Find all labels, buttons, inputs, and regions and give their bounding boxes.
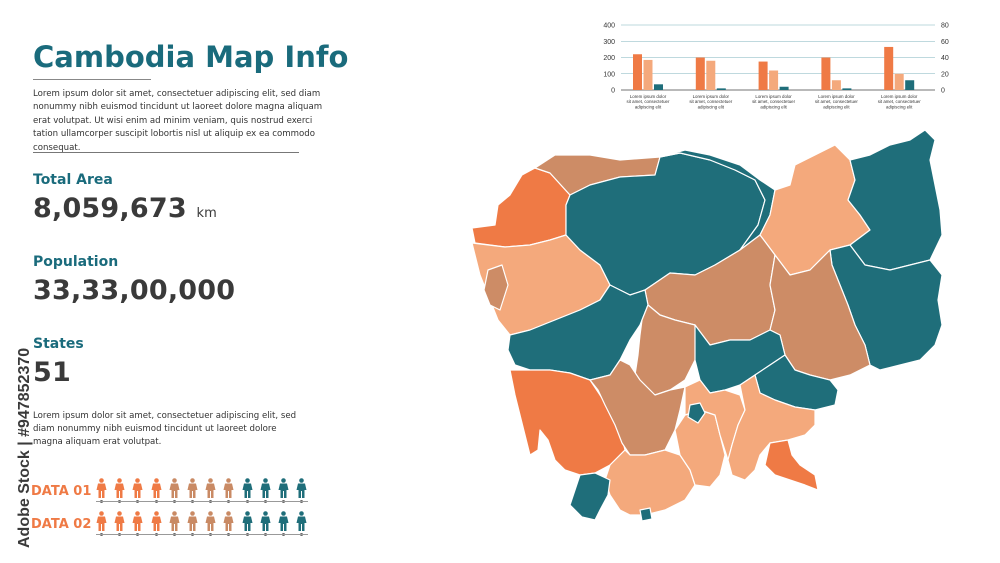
people-row-rule	[96, 533, 308, 535]
total-area-label: Total Area	[33, 172, 113, 188]
chart-bar	[842, 88, 852, 90]
intro-paragraph: Lorem ipsum dolor sit amet, consectetuer…	[33, 89, 323, 153]
map-province-ratanakiri	[847, 129, 943, 271]
map-province-kep	[639, 507, 653, 522]
chart-category-label: Lorem ipsum dolor sit amet, consectetuer a…	[878, 94, 921, 109]
watermark: Adobe Stock | #947852370	[16, 348, 33, 548]
chart-right-tick-label: 20	[941, 71, 949, 78]
person-icon	[132, 478, 143, 498]
chart-bar	[769, 70, 779, 90]
chart-left-axis: 0 100 200 300 400	[603, 23, 615, 95]
data-01-label: DATA 01	[31, 484, 92, 499]
map-province-kampong-speu	[589, 359, 686, 456]
person-icon	[114, 478, 125, 498]
person-icon	[242, 478, 253, 498]
chart-bar	[695, 57, 705, 90]
person-icon	[114, 511, 125, 531]
map-province-svay-rieng	[764, 439, 819, 491]
chart-bar	[654, 84, 663, 90]
total-area-number: 8,059,673	[33, 193, 187, 224]
person-icon	[296, 511, 307, 531]
person-icon	[278, 511, 289, 531]
chart-category-label: Lorem ipsum dolor sit amet, consectetuer a…	[815, 94, 858, 109]
chart-category-label: Lorem ipsum dolor sit amet, consectetuer a…	[689, 94, 732, 109]
chart-left-tick-label: 0	[611, 88, 615, 95]
chart-bar	[905, 80, 915, 90]
person-icon	[260, 511, 271, 531]
chart-bars	[633, 46, 915, 90]
bar-chart: 0 100 200 300 400 0 20 40 60 80 Lorem ipsum dolo…	[603, 23, 949, 110]
states-value: 51	[33, 357, 71, 388]
person-icon	[242, 511, 253, 531]
person-icon	[205, 478, 216, 498]
page-title: Cambodia Map Info	[33, 40, 349, 74]
total-area-unit: km	[196, 206, 218, 221]
chart-bar	[643, 59, 653, 90]
chart-right-tick-label: 60	[941, 39, 949, 46]
map-province-kampot	[604, 449, 696, 516]
chart-category-label: Lorem ipsum dolor sit amet, consectetuer a…	[627, 94, 670, 109]
title-underline	[33, 79, 151, 80]
person-icon	[96, 511, 107, 531]
chart-bar	[779, 86, 789, 90]
chart-left-tick-label: 200	[603, 55, 615, 62]
chart-left-tick-label: 300	[603, 39, 615, 46]
states-label: States	[33, 336, 84, 352]
chart-bar	[716, 88, 726, 90]
people-row-2	[96, 511, 308, 541]
person-icon	[278, 478, 289, 498]
person-icon	[169, 478, 180, 498]
person-icon	[96, 478, 107, 498]
population-label: Population	[33, 254, 119, 270]
chart-left-tick-label: 100	[603, 71, 615, 78]
chart-category-labels: Lorem ipsum dolor sit amet, consectetuer a…	[627, 94, 922, 109]
chart-bar	[706, 60, 716, 90]
person-icon	[151, 478, 162, 498]
map-province-sihanoukville	[569, 472, 611, 521]
chart-bar	[758, 61, 768, 90]
map-province-banteay-meanchey	[471, 167, 571, 248]
person-icon	[187, 511, 198, 531]
chart-bar	[633, 54, 642, 90]
chart-category-label: Lorem ipsum dolor sit amet, consectetuer a…	[752, 94, 795, 109]
map-province-pailin	[483, 264, 509, 311]
chart-left-tick-label: 400	[603, 23, 615, 30]
person-icon	[151, 511, 162, 531]
chart-right-axis: 0 20 40 60 80	[941, 23, 949, 95]
description-paragraph: Lorem ipsum dolor sit amet, consectetuer…	[33, 411, 297, 447]
person-icon	[260, 478, 271, 498]
person-icon	[205, 511, 216, 531]
person-icon	[132, 511, 143, 531]
people-row-1	[96, 478, 308, 508]
chart-bar	[831, 80, 841, 90]
watermark-text: Adobe Stock | #947852370	[16, 348, 33, 548]
map-province-phnom-penh	[687, 402, 706, 424]
chart-right-tick-label: 40	[941, 55, 949, 62]
person-icon	[169, 511, 180, 531]
chart-bar	[821, 57, 831, 90]
person-icon	[223, 511, 234, 531]
chart-bar	[894, 73, 904, 90]
person-icon	[296, 478, 307, 498]
person-icon	[187, 478, 198, 498]
total-area-value: 8,059,673 km	[33, 193, 217, 224]
population-value: 33,33,00,000	[33, 275, 236, 306]
chart-right-tick-label: 0	[941, 88, 945, 95]
divider	[33, 152, 299, 153]
cambodia-map	[471, 129, 943, 522]
person-icon	[223, 478, 234, 498]
chart-bar	[884, 46, 894, 90]
people-row-rule	[96, 500, 308, 502]
chart-right-tick-label: 80	[941, 23, 949, 30]
data-02-label: DATA 02	[31, 517, 92, 532]
